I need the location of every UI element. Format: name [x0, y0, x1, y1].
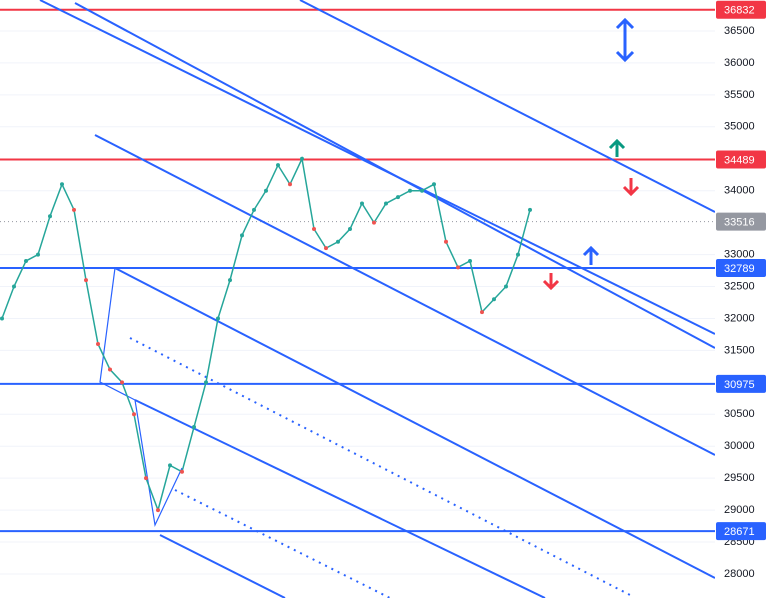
price-point [240, 233, 244, 238]
price-point [456, 265, 460, 270]
grid [0, 30, 715, 575]
y-tick-label: 29000 [724, 504, 755, 516]
price-point [336, 239, 340, 244]
price-point [480, 310, 484, 315]
y-tick-label: 36500 [724, 25, 755, 37]
price-point [348, 227, 352, 232]
price-point [468, 258, 472, 263]
zigzag [99, 267, 183, 528]
y-tick-label: 34000 [724, 185, 755, 197]
price-point [72, 207, 76, 212]
price-point [312, 227, 316, 232]
price-point [420, 188, 424, 193]
price-point [396, 195, 400, 200]
price-point [276, 163, 280, 168]
trend-line-dotted [174, 489, 391, 598]
price-point [108, 367, 112, 372]
price-point [156, 508, 160, 513]
price-level-label: 30975 [724, 379, 755, 391]
price-point [372, 220, 376, 225]
arrow-down [622, 178, 640, 197]
price-point [12, 284, 16, 289]
price-point [528, 207, 532, 212]
trend-line [134, 399, 546, 598]
price-point [384, 201, 388, 206]
price-point [432, 182, 436, 187]
price-level-tag [716, 212, 766, 231]
arrows [542, 17, 640, 291]
y-tick-label: 31500 [724, 344, 755, 356]
price-levels [0, 8, 715, 533]
trend-line [114, 267, 716, 579]
price-point [360, 201, 364, 206]
price-level-label: 36832 [724, 5, 755, 17]
y-tick-label: 35500 [724, 89, 755, 101]
price-point [324, 246, 328, 251]
price-point [0, 316, 4, 321]
price-point [288, 182, 292, 187]
price-point [144, 476, 148, 481]
price-point [96, 342, 100, 347]
y-tick-label: 32000 [724, 312, 755, 324]
price-point [264, 188, 268, 193]
price-point [204, 380, 208, 385]
price-level-label: 33516 [724, 217, 755, 229]
price-point [192, 425, 196, 430]
y-tick-label: 30000 [724, 440, 755, 452]
price-point [504, 284, 508, 289]
trend-lines [39, 0, 716, 598]
price-level-label: 34489 [724, 154, 755, 166]
y-tick-label: 35000 [724, 121, 755, 133]
trend-line [159, 534, 286, 598]
trend-line [74, 2, 716, 349]
price-point [516, 252, 520, 257]
price-point [84, 278, 88, 283]
price-point [408, 188, 412, 193]
arrow-up [608, 138, 626, 157]
y-tick-label: 33000 [724, 248, 755, 260]
price-level-tag [716, 259, 766, 278]
y-tick-label: 30500 [724, 408, 755, 420]
price-point [132, 412, 136, 417]
price-point [252, 207, 256, 212]
price-point [180, 469, 184, 474]
price-level-tag [716, 374, 766, 393]
price-point [228, 278, 232, 283]
y-tick-label: 32500 [724, 280, 755, 292]
axis-labels: 2800028500290002950030000305003150032000… [716, 0, 766, 580]
price-point [60, 182, 64, 187]
trend-line-dotted [129, 337, 633, 597]
y-tick-label: 28000 [724, 568, 755, 580]
price-level-label: 32789 [724, 263, 755, 275]
price-series [0, 156, 532, 513]
price-level-tag [716, 522, 766, 541]
price-point [300, 156, 304, 161]
price-axis [715, 0, 767, 598]
y-tick-label: 29500 [724, 472, 755, 484]
price-point [216, 316, 220, 321]
price-point [444, 239, 448, 244]
price-point [36, 252, 40, 257]
price-level-tag [716, 0, 766, 19]
price-point [24, 258, 28, 263]
price-point [168, 463, 172, 468]
arrow-up [582, 245, 600, 265]
trend-line [299, 0, 716, 213]
trend-line [94, 134, 716, 456]
arrow-down [542, 273, 560, 291]
y-tick-label: 36000 [724, 57, 755, 69]
price-level-label: 28671 [724, 526, 755, 538]
price-point [120, 380, 124, 385]
price-level-tag [716, 150, 766, 169]
price-point [48, 214, 52, 219]
arrow-both [615, 17, 635, 63]
price-point [492, 297, 496, 302]
